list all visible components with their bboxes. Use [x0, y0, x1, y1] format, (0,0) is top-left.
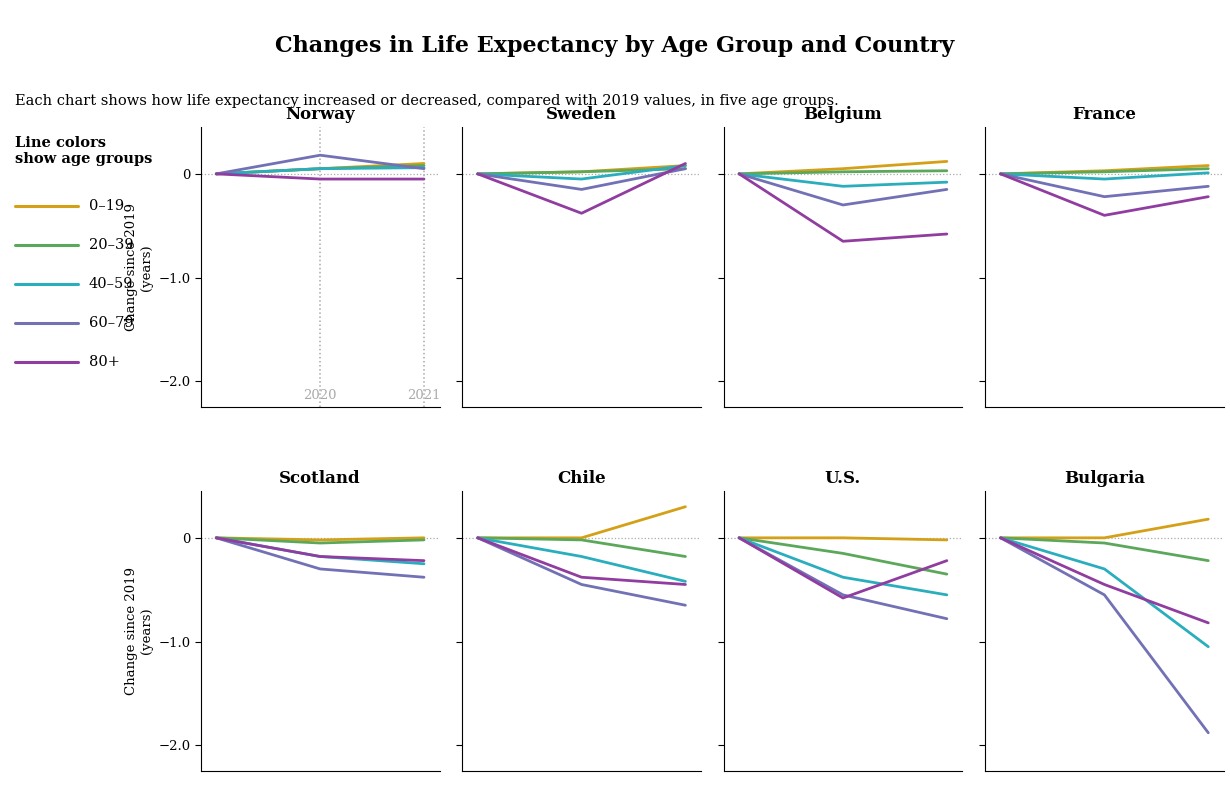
Text: Each chart shows how life expectancy increased or decreased, compared with 2019 : Each chart shows how life expectancy inc…	[15, 95, 839, 108]
Title: Chile: Chile	[557, 470, 606, 487]
Title: U.S.: U.S.	[825, 470, 861, 487]
Text: Line colors
show age groups: Line colors show age groups	[15, 136, 153, 166]
Text: 20–39: 20–39	[89, 238, 133, 252]
Text: 40–59: 40–59	[89, 277, 133, 291]
Title: Bulgaria: Bulgaria	[1064, 470, 1145, 487]
Title: Belgium: Belgium	[803, 106, 882, 123]
Title: Scotland: Scotland	[279, 470, 360, 487]
Y-axis label: Change since 2019
(years): Change since 2019 (years)	[124, 204, 153, 332]
Text: 2021: 2021	[407, 389, 440, 402]
Title: Sweden: Sweden	[546, 106, 617, 123]
Title: France: France	[1073, 106, 1137, 123]
Text: 2020: 2020	[304, 389, 337, 402]
Title: Norway: Norway	[285, 106, 355, 123]
Text: 60–79: 60–79	[89, 316, 133, 330]
Text: 0–19: 0–19	[89, 199, 124, 212]
Text: 80+: 80+	[89, 355, 119, 370]
Text: Changes in Life Expectancy by Age Group and Country: Changes in Life Expectancy by Age Group …	[276, 35, 954, 57]
Y-axis label: Change since 2019
(years): Change since 2019 (years)	[124, 567, 153, 695]
